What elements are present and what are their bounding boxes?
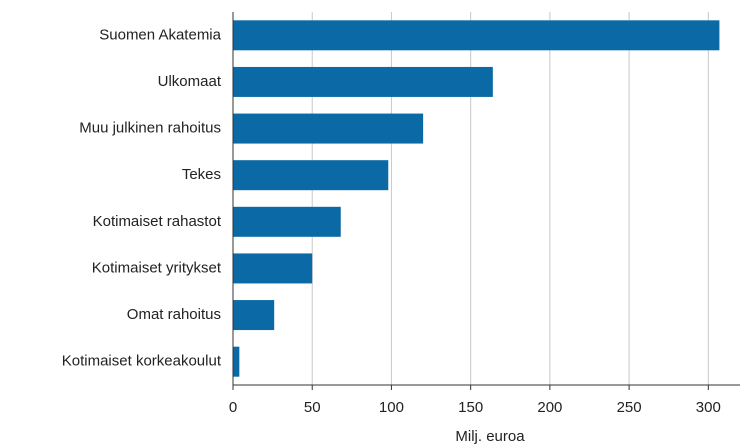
bar bbox=[233, 206, 341, 237]
bar bbox=[233, 300, 275, 331]
x-tick-label: 100 bbox=[379, 399, 404, 416]
y-tick-label: Suomen Akatemia bbox=[99, 26, 221, 43]
x-tick-label: 200 bbox=[537, 399, 562, 416]
x-tick-label: 0 bbox=[229, 399, 237, 416]
x-tick-label: 150 bbox=[458, 399, 483, 416]
y-tick-label: Tekes bbox=[182, 166, 221, 183]
y-tick-label: Ulkomaat bbox=[158, 73, 222, 90]
bar bbox=[233, 160, 389, 191]
bar bbox=[233, 113, 424, 144]
bar bbox=[233, 253, 313, 284]
bar bbox=[233, 66, 493, 97]
y-tick-label: Omat rahoitus bbox=[127, 306, 221, 323]
y-tick-label: Muu julkinen rahoitus bbox=[79, 120, 221, 137]
x-tick-label: 250 bbox=[617, 399, 642, 416]
x-tick-label: 50 bbox=[304, 399, 321, 416]
y-tick-label: Kotimaiset korkeakoulut bbox=[62, 353, 222, 370]
bar bbox=[233, 346, 240, 377]
y-tick-label: Kotimaiset yritykset bbox=[92, 259, 222, 276]
x-tick-label: 300 bbox=[696, 399, 721, 416]
y-tick-label: Kotimaiset rahastot bbox=[93, 213, 222, 230]
bar bbox=[233, 20, 720, 51]
x-axis-label: Milj. euroa bbox=[455, 428, 525, 445]
